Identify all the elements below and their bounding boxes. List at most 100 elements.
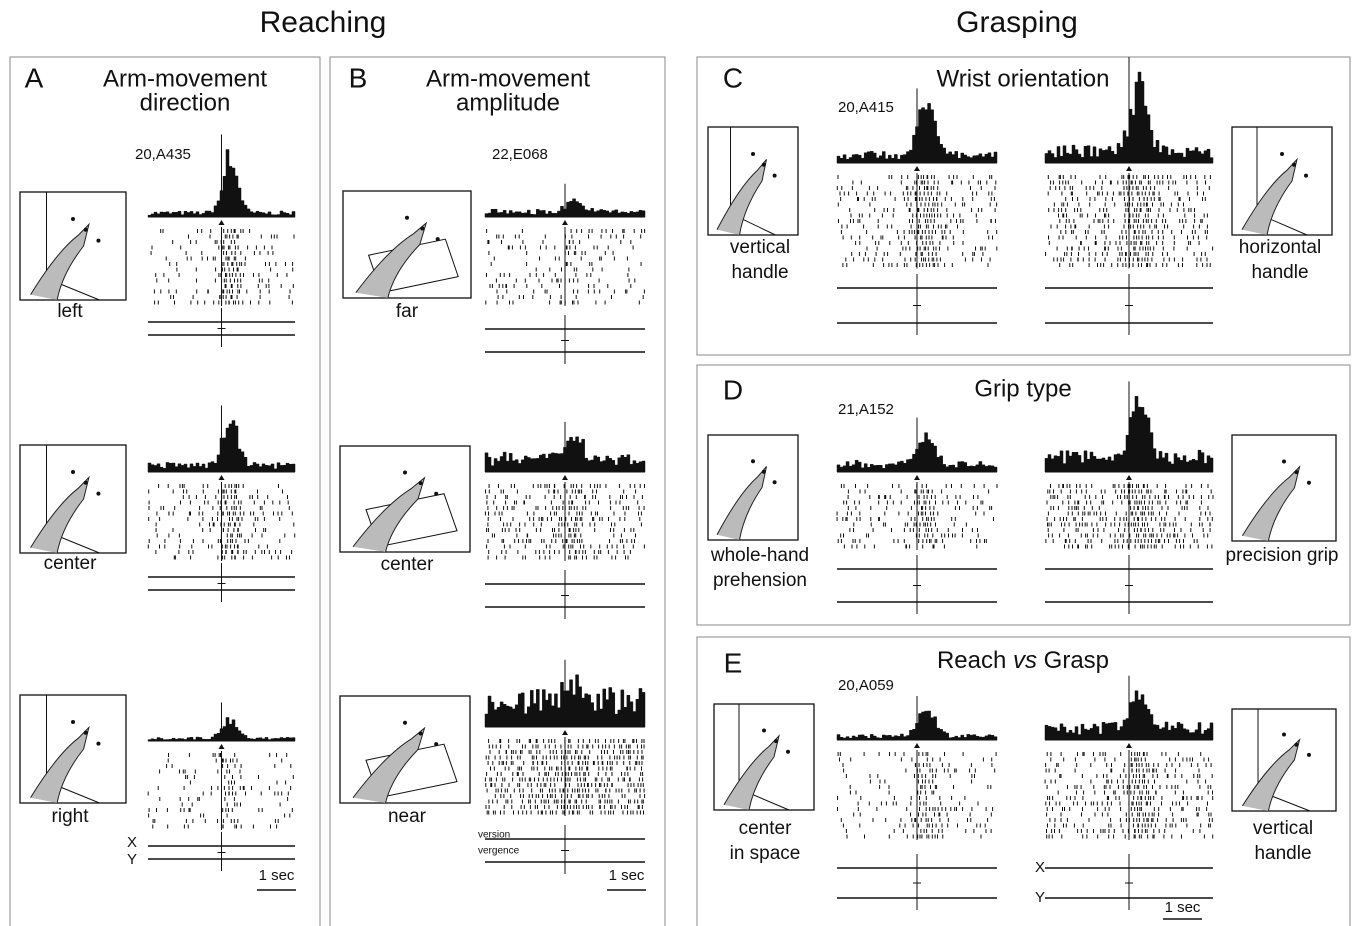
title-part: Reach bbox=[937, 647, 1013, 674]
pictogram-part bbox=[1306, 752, 1311, 757]
pictogram-part bbox=[751, 152, 755, 156]
pictogram-part bbox=[83, 480, 88, 485]
pictogram-part bbox=[1306, 480, 1311, 485]
pictogram-part bbox=[772, 173, 777, 178]
pictogram-part bbox=[83, 227, 88, 232]
pictogram-part bbox=[96, 491, 101, 496]
alignment-arrow bbox=[914, 166, 920, 171]
panel-frame bbox=[329, 56, 666, 926]
cell-id: 21,A152 bbox=[838, 401, 894, 418]
panel-title: Wrist orientation bbox=[937, 65, 1110, 92]
raster bbox=[485, 229, 646, 305]
cell-id: 20,A415 bbox=[838, 99, 894, 116]
condition-label: whole-hand bbox=[710, 545, 809, 566]
pictogram bbox=[30, 695, 101, 804]
pictogram-part bbox=[403, 470, 407, 475]
pictogram-part bbox=[352, 726, 426, 804]
panel-letter: E bbox=[724, 647, 743, 678]
title-part: Grasp bbox=[1037, 647, 1109, 674]
panel-letter: D bbox=[723, 374, 743, 405]
panel-frame bbox=[696, 636, 1351, 926]
raster bbox=[837, 752, 997, 839]
pictogram-part bbox=[1241, 737, 1301, 812]
panel-frame bbox=[696, 56, 1351, 356]
pictogram bbox=[30, 192, 101, 301]
panel-title: Reach vs Grasp bbox=[937, 647, 1109, 674]
alignment-arrow bbox=[914, 743, 920, 748]
scale-label: 1 sec bbox=[1165, 899, 1201, 916]
pictogram-part bbox=[1304, 173, 1308, 178]
condition-label: precision grip bbox=[1226, 545, 1339, 566]
pictogram bbox=[723, 704, 790, 811]
panel-letter: A bbox=[25, 62, 44, 93]
panel-title: amplitude bbox=[456, 89, 560, 116]
pictogram-part bbox=[71, 720, 75, 724]
pictogram bbox=[1241, 709, 1311, 812]
alignment-arrow bbox=[1126, 166, 1132, 171]
condition-label: vertical bbox=[730, 237, 790, 258]
condition-label: center bbox=[381, 554, 434, 575]
section-title: Grasping bbox=[956, 6, 1078, 39]
condition-label: handle bbox=[1254, 843, 1311, 864]
panel-title: direction bbox=[140, 89, 231, 116]
trace-label: Y bbox=[1035, 889, 1045, 906]
pictogram-part bbox=[1292, 162, 1296, 167]
pictogram-part bbox=[434, 742, 439, 747]
pictogram-part bbox=[1280, 152, 1284, 156]
pictogram-part bbox=[352, 476, 426, 553]
pictogram-part bbox=[751, 459, 755, 464]
raster bbox=[147, 753, 294, 829]
pictogram-part bbox=[420, 226, 425, 231]
pictogram-part bbox=[762, 728, 766, 733]
title-part: vs bbox=[1013, 647, 1037, 674]
trace-label: vergence bbox=[478, 846, 520, 857]
cell-id: 20,A059 bbox=[838, 677, 894, 694]
alignment-arrow bbox=[1126, 475, 1132, 480]
alignment-arrow bbox=[218, 220, 225, 225]
pictogram-part bbox=[71, 217, 75, 221]
pictogram-part bbox=[772, 480, 777, 485]
condition-label: handle bbox=[1251, 262, 1308, 283]
alignment-arrow bbox=[218, 744, 225, 749]
pictogram-part bbox=[30, 725, 90, 804]
alignment-arrow bbox=[562, 475, 568, 480]
raster bbox=[836, 484, 998, 549]
pictogram-part bbox=[405, 215, 409, 220]
panel-title: Grip type bbox=[974, 375, 1071, 402]
histogram bbox=[484, 198, 646, 218]
raster bbox=[484, 739, 646, 815]
trace-label: version bbox=[478, 830, 510, 841]
pictogram-part bbox=[355, 221, 428, 299]
condition-label: near bbox=[388, 806, 427, 827]
raster bbox=[1044, 752, 1214, 839]
scale-label: 1 sec bbox=[259, 867, 295, 884]
condition-label: center bbox=[44, 553, 97, 574]
raster bbox=[484, 484, 645, 560]
pictogram-part bbox=[96, 238, 101, 243]
panel-frame bbox=[9, 56, 321, 926]
cell-id: 22,E068 bbox=[492, 146, 548, 163]
trace-label: X bbox=[127, 834, 137, 851]
pictogram-part bbox=[30, 222, 90, 301]
panel-letter: C bbox=[723, 62, 743, 93]
condition-label: handle bbox=[731, 262, 788, 283]
pictogram bbox=[355, 215, 459, 299]
condition-label: prehension bbox=[713, 570, 807, 591]
condition-label: center bbox=[739, 818, 792, 839]
pictogram bbox=[352, 720, 458, 804]
pictogram-part bbox=[1294, 470, 1299, 475]
pictogram bbox=[352, 470, 458, 553]
condition-label: right bbox=[52, 806, 90, 827]
panel-frame bbox=[696, 364, 1351, 626]
alignment-arrow bbox=[1126, 743, 1132, 748]
pictogram bbox=[1241, 127, 1308, 236]
scale-label: 1 sec bbox=[609, 867, 645, 884]
cell-id: 20,A435 bbox=[135, 146, 191, 163]
pictogram bbox=[1241, 459, 1311, 542]
pictogram-part bbox=[1282, 459, 1286, 464]
pictogram-part bbox=[1282, 732, 1286, 737]
raster bbox=[147, 484, 296, 560]
raster bbox=[836, 175, 998, 267]
panel-title: Arm-movement bbox=[103, 65, 267, 92]
